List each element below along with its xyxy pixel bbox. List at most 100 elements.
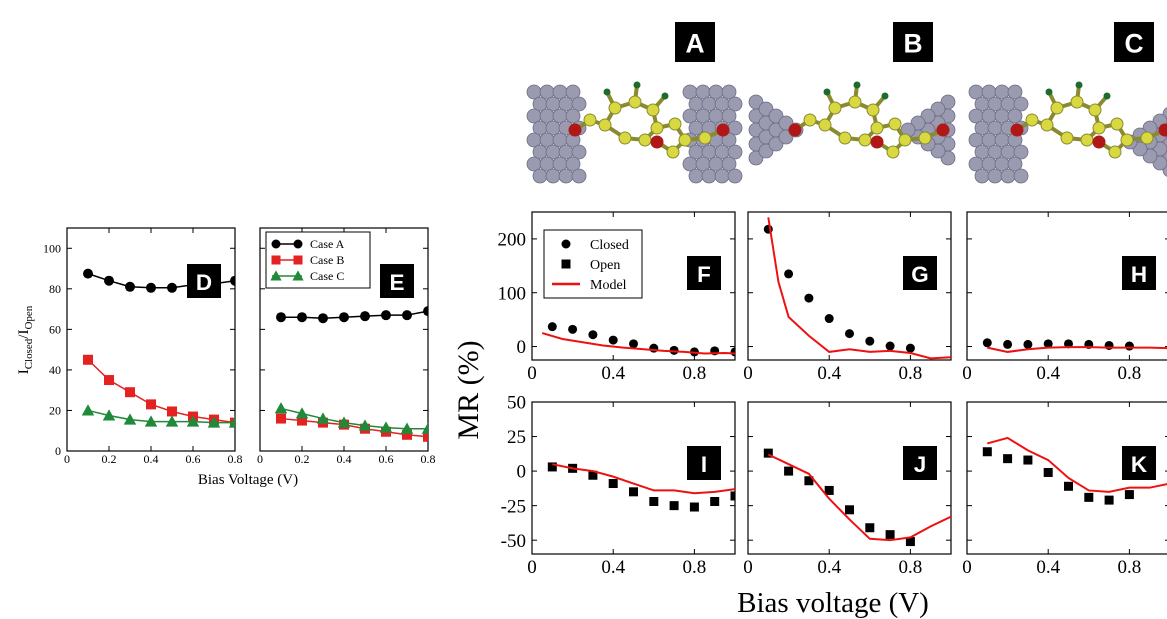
metal-atom xyxy=(571,144,587,160)
data-point xyxy=(400,422,414,434)
carbon-atom xyxy=(668,117,682,131)
chart-panel-i: 0 0.4 0.8 -50 -25 0 25 50 I xyxy=(501,393,736,578)
data-point xyxy=(1064,481,1073,491)
model-line xyxy=(541,332,735,355)
data-point xyxy=(123,413,137,425)
data-point xyxy=(905,343,915,353)
legend-marker xyxy=(561,239,571,249)
data-point xyxy=(146,282,156,293)
series-model xyxy=(541,332,735,355)
metal-atom xyxy=(688,168,704,184)
hydrogen-atom xyxy=(1045,88,1053,96)
x-tick-label: 0.4 xyxy=(144,452,159,466)
panel-tag-e: E xyxy=(380,264,414,298)
x-tick-label: 0 xyxy=(962,363,972,384)
data-point xyxy=(360,311,370,322)
series-model xyxy=(767,217,951,360)
data-point xyxy=(276,312,286,323)
plot-area xyxy=(81,268,235,428)
panel-tag-letter: F xyxy=(697,262,711,287)
panel-tag-box xyxy=(687,446,721,480)
data-point xyxy=(1084,492,1094,502)
metal-atom xyxy=(565,84,581,100)
plot-frame xyxy=(531,401,736,555)
data-point xyxy=(228,416,235,428)
metal-atom xyxy=(721,132,737,148)
data-point xyxy=(885,530,895,540)
data-point xyxy=(318,313,328,324)
x-tick-label: 0 xyxy=(743,557,753,578)
series-open xyxy=(982,447,1134,505)
carbon-atom xyxy=(803,113,817,127)
hydrogen-atom xyxy=(603,88,611,96)
oxygen-atom xyxy=(650,135,664,149)
data-point xyxy=(1124,341,1134,351)
carbon-atom xyxy=(1070,95,1084,109)
series-model xyxy=(987,436,1167,493)
data-point xyxy=(629,339,638,349)
carbon-atom xyxy=(1108,145,1122,159)
data-point xyxy=(402,429,412,440)
carbon-atom xyxy=(858,133,872,147)
carbon-atom xyxy=(838,131,852,145)
data-point xyxy=(207,416,221,428)
carbon-atom xyxy=(628,95,642,109)
hydrogen-atom xyxy=(1075,81,1083,89)
x-tick-label: 0 xyxy=(257,452,263,466)
data-point xyxy=(337,416,351,428)
x-tick-label: 0 xyxy=(962,557,972,578)
left-y-axis-title: IClosed/IOpen xyxy=(16,305,35,374)
y-tick-label: 20 xyxy=(49,404,61,418)
x-tick-label: 0.8 xyxy=(899,557,923,578)
x-tick-label: 0.6 xyxy=(186,452,201,466)
legend-box xyxy=(543,229,643,299)
y-title-part: /I xyxy=(16,330,32,339)
carbon-atom xyxy=(818,118,832,132)
x-tick-label: 0 xyxy=(64,452,70,466)
data-point xyxy=(1043,467,1053,477)
right-x-axis-title: Bias voltage (V) xyxy=(737,587,929,619)
x-tick-label: 0.4 xyxy=(337,452,352,466)
series-model xyxy=(987,346,1167,353)
data-point xyxy=(1003,454,1013,464)
data-point xyxy=(689,502,699,512)
metal-atom xyxy=(974,168,990,184)
structure-panel-b: B xyxy=(748,22,956,166)
data-point xyxy=(982,447,992,457)
data-point xyxy=(608,479,618,489)
plot-area xyxy=(274,306,428,442)
data-point xyxy=(297,415,307,426)
data-point xyxy=(669,345,679,355)
data-point xyxy=(402,310,412,321)
carbon-atom xyxy=(1088,103,1102,117)
data-point xyxy=(629,487,638,497)
panel-tag-d: D xyxy=(187,264,221,298)
carbon-atom xyxy=(638,133,652,147)
panel-tag-letter: D xyxy=(196,270,212,295)
oxygen-atom xyxy=(1092,135,1106,149)
y-tick-label: 0 xyxy=(55,444,61,458)
data-point xyxy=(295,407,309,419)
data-point xyxy=(824,314,834,324)
metal-atom xyxy=(545,168,561,184)
carbon-atom xyxy=(1050,101,1064,115)
y-tick-label: 40 xyxy=(49,363,61,377)
metal-atom xyxy=(721,84,737,100)
series-case-a xyxy=(276,306,428,324)
data-point xyxy=(165,415,179,427)
molecule xyxy=(568,81,730,159)
panel-tag-box xyxy=(687,256,721,290)
data-point xyxy=(763,448,773,458)
panel-tag-box xyxy=(380,264,414,298)
model-line xyxy=(767,453,951,542)
chart-panel-h: 0 0.4 0.8 H xyxy=(962,211,1167,384)
data-point xyxy=(845,505,854,515)
legend-label: Case C xyxy=(310,269,344,283)
structure-panel-c: C xyxy=(968,22,1167,184)
plot-frame xyxy=(747,211,952,361)
carbon-atom xyxy=(888,117,902,131)
metal-atom xyxy=(1000,168,1016,184)
carbon-atom xyxy=(583,113,597,127)
data-point xyxy=(421,422,428,434)
